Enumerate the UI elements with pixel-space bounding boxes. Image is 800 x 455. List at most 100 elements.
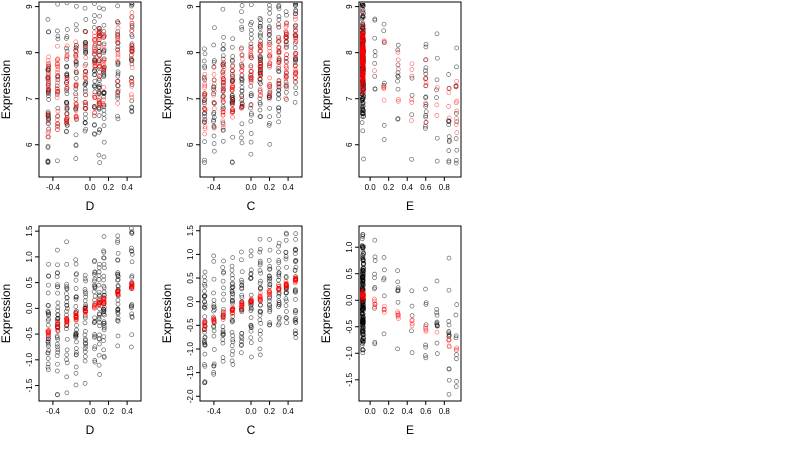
observed-point xyxy=(284,315,290,321)
observed-point xyxy=(293,259,298,264)
observed-point xyxy=(91,131,97,137)
fitted-point xyxy=(82,309,88,315)
observed-point xyxy=(239,9,244,15)
observed-point xyxy=(293,246,298,252)
observed-point xyxy=(409,328,414,334)
observed-point xyxy=(101,273,107,279)
observed-point xyxy=(360,269,366,275)
fitted-point xyxy=(129,284,134,290)
fitted-point xyxy=(292,14,298,20)
observed-point xyxy=(96,292,102,298)
fitted-point xyxy=(115,40,121,46)
observed-point xyxy=(230,348,236,354)
observed-point xyxy=(220,104,226,109)
observed-point xyxy=(73,286,79,291)
fitted-point xyxy=(46,65,51,71)
observed-point xyxy=(248,328,254,334)
y-tick-label: 7 xyxy=(186,96,195,101)
observed-point xyxy=(372,341,378,347)
fitted-point xyxy=(221,312,226,318)
observed-point xyxy=(276,21,281,27)
observed-point xyxy=(257,337,263,343)
x-tick-label: 0.0 xyxy=(365,407,377,416)
fitted-point xyxy=(293,70,299,75)
fitted-point xyxy=(92,46,97,52)
observed-point xyxy=(248,292,254,298)
fitted-point xyxy=(230,102,235,107)
fitted-point xyxy=(230,73,236,79)
observed-point xyxy=(54,335,60,341)
fitted-point xyxy=(211,81,217,87)
x-tick-label: -0.4 xyxy=(207,407,221,416)
observed-point xyxy=(276,270,282,276)
observed-point xyxy=(115,311,121,317)
observed-point xyxy=(211,111,217,117)
observed-point xyxy=(395,74,401,80)
fitted-point xyxy=(267,52,273,58)
y-axis-title: Expression xyxy=(160,284,174,343)
observed-point xyxy=(283,89,289,95)
observed-point xyxy=(54,83,60,89)
fitted-point xyxy=(409,321,415,326)
observed-point xyxy=(434,312,440,318)
observed-point xyxy=(220,324,226,329)
fitted-point xyxy=(283,281,289,287)
observed-point xyxy=(96,265,102,270)
observed-point xyxy=(395,279,401,285)
fitted-point xyxy=(446,90,452,96)
observed-point xyxy=(283,298,289,304)
observed-point xyxy=(55,312,61,318)
observed-point xyxy=(97,160,103,165)
observed-point xyxy=(423,94,429,100)
y-axis-title: Expression xyxy=(0,60,13,119)
observed-point xyxy=(276,304,281,310)
x-tick-label: 0.2 xyxy=(103,407,115,416)
observed-point xyxy=(446,377,452,383)
observed-point xyxy=(267,10,273,16)
observed-point xyxy=(276,105,281,111)
fitted-point xyxy=(73,68,79,74)
observed-point xyxy=(257,312,263,318)
fitted-point xyxy=(211,106,217,111)
observed-point xyxy=(211,323,216,329)
observed-point xyxy=(55,344,60,350)
observed-point xyxy=(96,282,102,288)
fitted-point xyxy=(220,112,226,118)
observed-point xyxy=(129,252,135,257)
observed-point xyxy=(239,330,245,336)
fitted-point xyxy=(97,74,102,80)
y-axis-title: Expression xyxy=(0,284,13,343)
fitted-point xyxy=(284,39,289,44)
observed-point xyxy=(239,334,244,340)
fitted-point xyxy=(229,79,235,84)
x-tick-label: 0.0 xyxy=(84,407,96,416)
observed-point xyxy=(434,319,440,325)
observed-point xyxy=(83,343,89,349)
observed-point xyxy=(283,303,289,308)
observed-point xyxy=(101,74,107,80)
observed-point xyxy=(230,134,235,140)
x-tick-label: -0.4 xyxy=(46,183,60,192)
observed-point xyxy=(202,278,208,284)
fitted-point xyxy=(45,86,51,92)
observed-point xyxy=(46,29,51,35)
observed-point xyxy=(284,320,289,326)
observed-point xyxy=(115,277,120,283)
observed-point xyxy=(220,278,226,284)
observed-point xyxy=(211,370,217,375)
observed-point xyxy=(257,246,263,252)
observed-point xyxy=(248,83,254,89)
observed-point xyxy=(220,265,226,270)
fitted-point xyxy=(73,48,79,53)
observed-point xyxy=(101,265,107,271)
observed-point xyxy=(45,364,51,370)
fitted-point xyxy=(446,343,452,349)
observed-point xyxy=(395,268,400,273)
fitted-point xyxy=(257,48,263,53)
observed-point xyxy=(129,245,134,251)
fitted-point xyxy=(409,100,415,105)
observed-point xyxy=(230,57,235,63)
fitted-point xyxy=(91,30,97,35)
observed-point xyxy=(74,271,79,277)
observed-point xyxy=(73,76,79,81)
